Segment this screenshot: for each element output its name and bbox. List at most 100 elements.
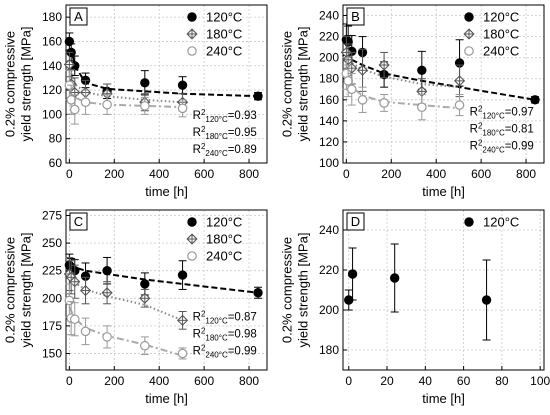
y-tick-label: 100 [319,156,339,170]
x-tick-label: 600 [471,167,491,181]
y-tick-label: 100 [42,107,62,121]
trend-line [345,51,536,101]
data-point [64,295,75,306]
y-tick-label: 160 [319,93,339,107]
legend-marker [187,46,197,56]
x-axis-label: time [h] [145,184,188,199]
r2-R: R [470,124,478,136]
r2-value: =0.97 [505,107,534,119]
series-120c [344,243,492,341]
data-point [102,265,112,276]
data-point [347,269,358,279]
r2-R: R [470,107,478,119]
y-axis-label-line2: yield strength [MPa] [295,27,310,142]
panel-tag-box [346,212,365,231]
legend-marker [464,217,474,227]
panel-a: 0 200 400 600 800 60 80 100 120 140 160 180 time [h]… [3,4,268,199]
data-point [80,326,91,337]
y-tick-label: 140 [319,114,339,128]
x-tick-label: 600 [194,374,214,388]
series-240c [64,70,188,125]
x-tick-label: 800 [239,374,259,388]
r2-sub: 240°C [205,149,228,158]
r2-value: =0.87 [228,311,257,323]
panel-tag: B [346,7,365,26]
series-180c [63,256,189,330]
panel-b: 0 200 400 600 800 100 120 140 160 180 200 220 240 tim… [280,4,545,199]
y-tick-label: 120 [319,135,339,149]
y-axis-label: 0.2% compressiveyield strength [MPa] [3,233,34,348]
y-tick-label: 80 [49,132,63,146]
r2-sup: 2 [201,343,206,352]
r-squared-annotation: R2120°C=0.87 [193,309,257,325]
r2-sub: 180°C [205,333,228,342]
data-point [357,95,368,105]
data-point [66,95,76,105]
y-tick-label: 175 [42,319,62,333]
legend-marker [187,12,197,22]
data-point [356,64,369,76]
data-point [378,59,390,71]
y-tick-label: 200 [42,291,62,305]
panel-tag: A [69,7,88,26]
legend-marker [187,251,197,261]
y-tick-label: 60 [49,156,63,170]
data-point [140,279,150,289]
y-axis-label-line1: 0.2% compressive [3,237,18,343]
y-tick-label: 180 [319,343,339,357]
legend-marker [463,28,475,40]
legend: 120°C 180°C 240°C [186,10,242,59]
r2-R: R [193,110,201,122]
x-tick-label: 200 [104,374,124,388]
data-point [102,99,112,110]
y-tick-label: 225 [42,264,62,278]
data-point [379,98,389,108]
x-tick-label: 20 [380,374,394,388]
legend: 120°C 180°C 240°C [186,215,242,264]
r-squared-annotation: R2120°C=0.93 [193,108,257,124]
y-tick-label: 240 [319,9,339,23]
r2-R: R [193,311,201,323]
x-tick-label: 400 [149,167,169,181]
legend: 120°C [464,215,519,230]
series-240c [341,57,465,121]
legend-marker [464,12,474,22]
trend-line [68,275,183,322]
r2-sup: 2 [201,309,206,318]
panel-c: 0 200 400 600 800 150 175 200 225 250 275 time [h] 0… [3,209,268,406]
r-squared-annotation: R2180°C=0.95 [193,125,257,141]
r2-sub: 180°C [482,129,505,138]
data-point [69,314,80,325]
r2-value: =0.99 [505,141,534,153]
r2-R: R [193,127,201,139]
x-tick-label: 200 [104,167,124,181]
plot-frame [342,4,545,164]
x-tick-label: 600 [194,167,214,181]
y-axis-label-line2: yield strength [MPa] [18,27,33,142]
y-tick-label: 220 [319,30,339,44]
r2-value: =0.99 [228,345,257,357]
y-axis-label-line2: yield strength [MPa] [295,233,310,348]
y-tick-label: 275 [42,209,62,223]
r2-sub: 240°C [482,146,505,155]
y-axis-label: 0.2% compressiveyield strength [MPa] [280,233,311,348]
x-axis-label: time [h] [145,391,188,406]
plot-frame [65,209,268,371]
y-axis-label: 0.2% compressiveyield strength [MPa] [3,27,34,142]
y-tick-label: 160 [42,34,62,48]
y-axis-label: 0.2% compressiveyield strength [MPa] [280,27,311,142]
y-tick-label: 240 [319,223,339,237]
r2-value: =0.95 [228,127,257,139]
panel-tag-label: A [74,9,83,24]
r2-value: =0.93 [228,110,257,122]
panel-tag-label: B [351,9,360,24]
data-point [177,270,188,280]
series-180c [340,36,466,105]
legend-marker [186,28,198,40]
data-point [417,65,427,76]
data-point [453,75,466,87]
x-tick-label: 800 [516,167,536,181]
legend-marker [186,233,198,245]
panel-tag: C [69,212,88,231]
x-tick-label: 100 [530,374,550,388]
